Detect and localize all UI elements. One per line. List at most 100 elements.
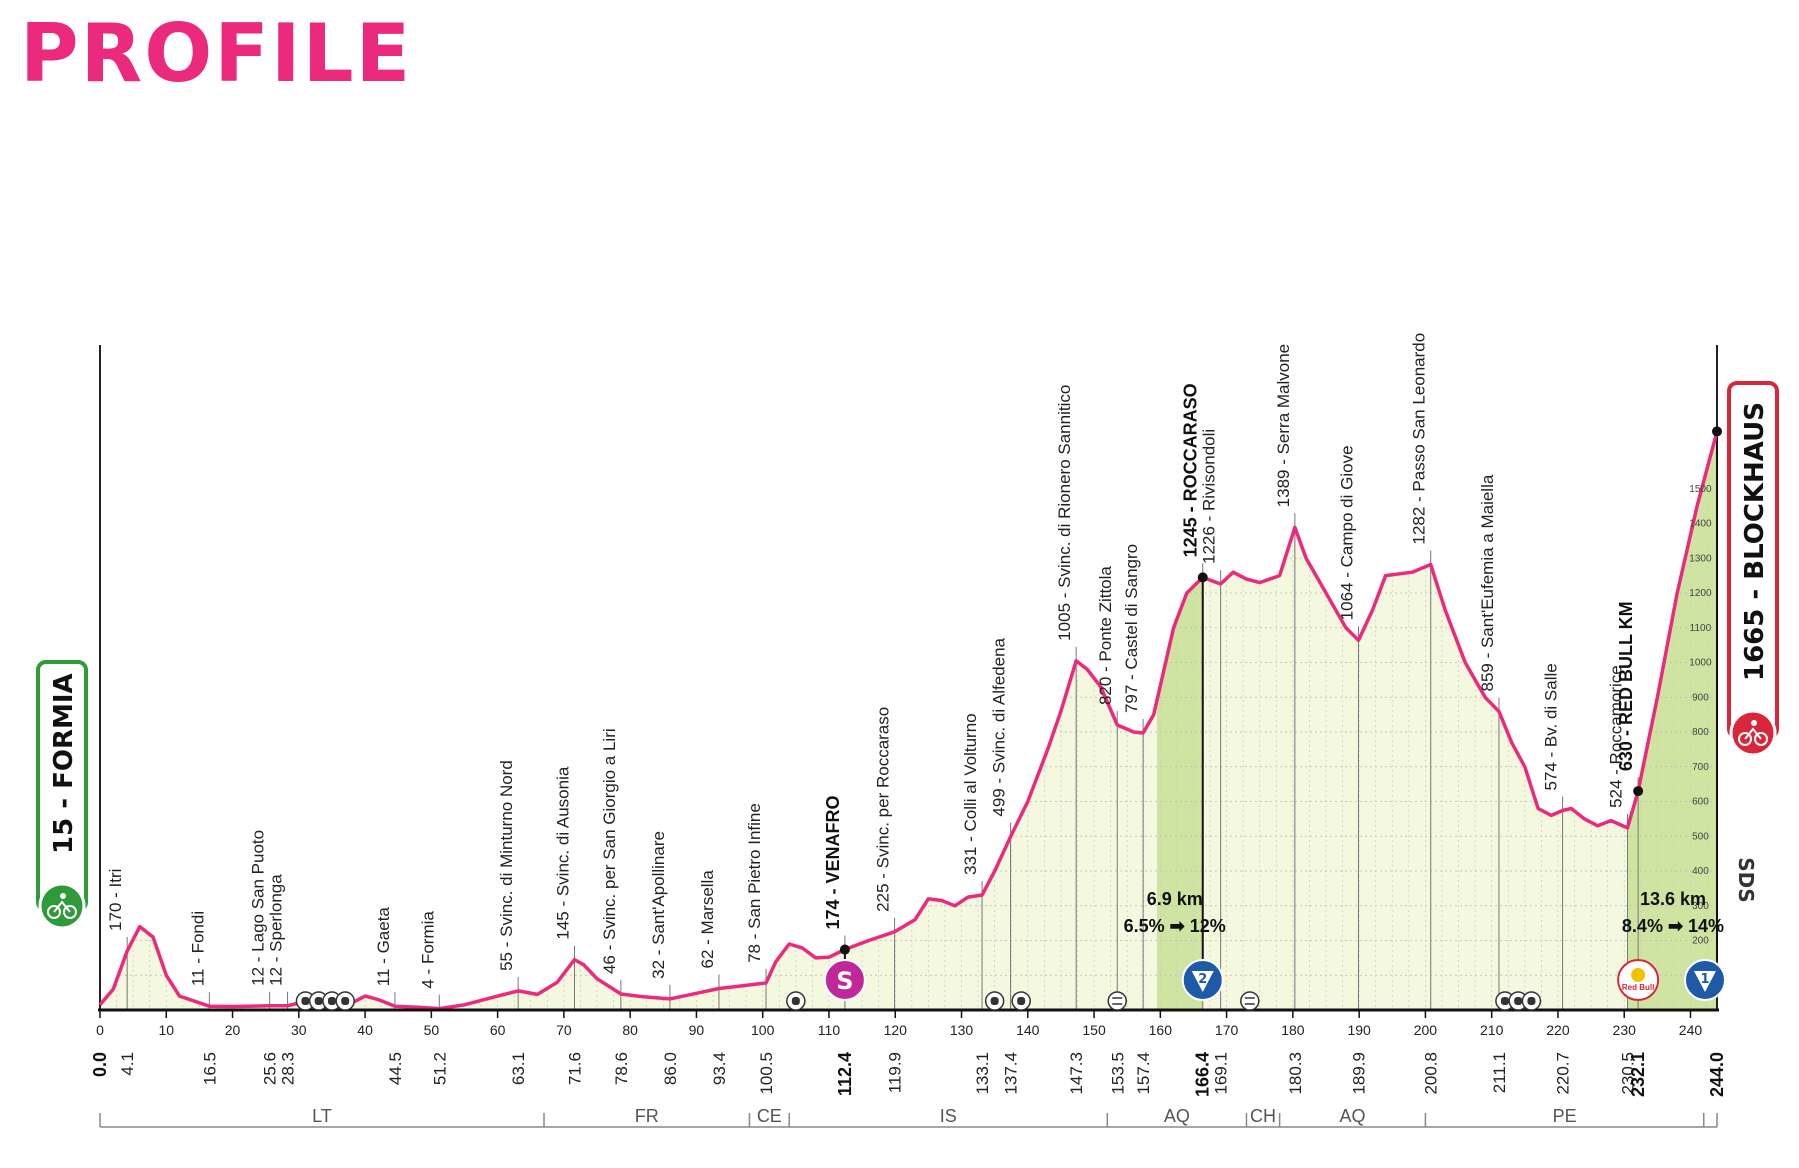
km-label: 200.8 bbox=[1422, 1052, 1441, 1095]
province-label: FR bbox=[635, 1106, 659, 1126]
tunnel-icon bbox=[1508, 991, 1528, 1011]
km-label: 112.4 bbox=[835, 1052, 855, 1096]
province-label: LT bbox=[312, 1106, 332, 1126]
km-label: 28.3 bbox=[279, 1052, 298, 1085]
landmark-label: 499 - Svinc. di Alfedena bbox=[990, 637, 1009, 816]
province-bar: LT FR CE IS AQ CH AQ PE bbox=[99, 1106, 1718, 1128]
kom-category-label: 1 bbox=[1700, 972, 1709, 987]
km-label: 78.6 bbox=[612, 1052, 631, 1085]
km-label: 180.3 bbox=[1286, 1052, 1305, 1095]
x-tick-label: 30 bbox=[291, 1022, 307, 1038]
landmark-label: 524 - Roccamorice bbox=[1607, 665, 1626, 808]
altitude-tick-label: 200 bbox=[1692, 936, 1709, 947]
profile-point bbox=[1712, 426, 1722, 437]
altitude-tick-label: 500 bbox=[1692, 831, 1709, 842]
landmark-label: 145 - Svinc. di Ausonia bbox=[553, 766, 572, 939]
km-label: 169.1 bbox=[1212, 1052, 1231, 1095]
climb-gradient: 6.5% ➡ 12% bbox=[1124, 916, 1226, 936]
km-labels: 0.0 4.1 16.5 25.628.3 44.5 51.2 63.1 71.6 78.6 86… bbox=[90, 1052, 1727, 1097]
km-label: 153.5 bbox=[1108, 1052, 1127, 1095]
km-label: 25.6 bbox=[261, 1052, 280, 1085]
km-label: 211.1 bbox=[1490, 1052, 1509, 1093]
x-axis: 0 10 20 30 40 50 60 70 80 90 100 110 120 130 140 150 160… bbox=[96, 1008, 1719, 1038]
finish-cyclist-icon bbox=[1729, 709, 1777, 757]
x-tick-label: 220 bbox=[1546, 1022, 1570, 1038]
x-tick-label: 10 bbox=[158, 1022, 174, 1038]
landmark-label: 62 - Marsella bbox=[698, 870, 717, 969]
province-label: CE bbox=[757, 1106, 782, 1126]
km-label: 51.2 bbox=[430, 1052, 449, 1085]
profile-line bbox=[98, 430, 1719, 1011]
x-tick-label: 90 bbox=[689, 1022, 705, 1038]
x-tick-label: 130 bbox=[950, 1022, 974, 1038]
tunnel-icon bbox=[1521, 991, 1542, 1011]
x-tick-label: 140 bbox=[1016, 1022, 1040, 1038]
landmark-label: 46 - Svinc. per San Giorgio a Liri bbox=[600, 728, 619, 974]
railway-crossing-icon bbox=[1240, 991, 1260, 1011]
landmark-label: 12 - Sperlonga bbox=[267, 874, 286, 986]
km-label: 4.1 bbox=[118, 1052, 137, 1076]
landmark-label: 1389 - Serra Malvone bbox=[1274, 344, 1293, 507]
x-tick-label: 120 bbox=[884, 1022, 908, 1038]
start-marker: 15 - FORMIA bbox=[36, 660, 88, 930]
altitude-tick-label: 1000 bbox=[1689, 658, 1712, 669]
km-label: 157.4 bbox=[1134, 1052, 1153, 1095]
landmark-label: 1064 - Campo di Giove bbox=[1337, 445, 1356, 620]
landmark-label: 32 - Sant'Apollinare bbox=[649, 831, 668, 979]
km-label: 0.0 bbox=[90, 1052, 110, 1077]
landmark-lines bbox=[99, 345, 1718, 1010]
tunnel-icon bbox=[295, 991, 316, 1011]
landmark-label: 1005 - Svinc. di Rionero Sannitico bbox=[1055, 385, 1074, 641]
profile-point bbox=[1197, 572, 1208, 583]
landmark-label: 11 - Gaeta bbox=[374, 907, 393, 987]
x-tick-label: 210 bbox=[1480, 1022, 1504, 1038]
altitude-tick-label: 1300 bbox=[1689, 553, 1712, 564]
km-label: 93.4 bbox=[710, 1052, 729, 1085]
altitude-tick-label: 400 bbox=[1692, 866, 1709, 877]
x-tick-label: 240 bbox=[1679, 1022, 1703, 1038]
altitude-tick-label: 1100 bbox=[1690, 623, 1712, 634]
km-label: 189.9 bbox=[1349, 1052, 1368, 1095]
landmark-label: 630 - RED BULL KM bbox=[1616, 601, 1636, 771]
finish-marker-label: 1665 - BLOCKHAUS bbox=[1740, 402, 1770, 681]
km-label: 71.6 bbox=[565, 1052, 584, 1085]
x-tick-label: 110 bbox=[818, 1022, 841, 1038]
landmark-label: 11 - Fondi bbox=[188, 911, 207, 986]
red-bull-label: Red Bull bbox=[1622, 983, 1654, 992]
landmark-label: 1226 - Rivisondoli bbox=[1200, 429, 1219, 564]
landmark-label: 78 - San Pietro Infine bbox=[745, 803, 764, 963]
x-tick-label: 180 bbox=[1281, 1022, 1305, 1038]
landmark-label: 331 - Colli al Volturno bbox=[961, 713, 980, 875]
km-label: 230.5 bbox=[1619, 1052, 1638, 1095]
tunnel-icon bbox=[335, 991, 355, 1011]
landmark-label: 1245 - ROCCARASO bbox=[1181, 383, 1201, 557]
landmark-label: 820 - Ponte Zittola bbox=[1096, 566, 1115, 705]
start-marker-label: 15 - FORMIA bbox=[49, 673, 79, 854]
x-tick-label: 60 bbox=[490, 1022, 506, 1038]
finish-marker: 1665 - BLOCKHAUS bbox=[1727, 381, 1779, 757]
kom-category-1-icon: 1 bbox=[1684, 959, 1726, 1001]
page-title: PROFILE bbox=[20, 7, 413, 100]
km-label: 86.0 bbox=[661, 1052, 680, 1085]
altitude-tick-label: 600 bbox=[1692, 797, 1709, 808]
x-tick-label: 0 bbox=[96, 1022, 104, 1038]
tunnel-icon bbox=[1495, 991, 1515, 1011]
km-label: 100.5 bbox=[757, 1052, 776, 1095]
x-tick-label: 100 bbox=[751, 1022, 775, 1038]
profile-icons: S 2 6.9 km 6.5% ➡ 12% 1 13.6 km 8.4% ➡ 14% Red … bbox=[295, 857, 1758, 1011]
altitude-tick-label: 700 bbox=[1692, 762, 1709, 773]
altitude-tick-label: 1200 bbox=[1689, 588, 1712, 599]
x-tick-label: 170 bbox=[1215, 1022, 1239, 1038]
landmark-label: 12 - Lago San Puoto bbox=[249, 830, 268, 986]
railway-crossing-icon bbox=[1107, 991, 1128, 1011]
climb-shade-2 bbox=[1627, 431, 1717, 1010]
altitude-tick-label: 800 bbox=[1692, 727, 1709, 738]
x-tick-label: 200 bbox=[1414, 1022, 1438, 1038]
x-tick-label: 190 bbox=[1347, 1022, 1371, 1038]
start-cyclist-icon bbox=[38, 882, 86, 930]
endpoint-markers: 15 - FORMIA 1665 - BLOCKHAUS bbox=[36, 381, 1779, 930]
altitude-tick-label: 1400 bbox=[1689, 519, 1712, 530]
km-label: 147.3 bbox=[1067, 1052, 1086, 1095]
km-label: 244.0 bbox=[1707, 1052, 1727, 1097]
